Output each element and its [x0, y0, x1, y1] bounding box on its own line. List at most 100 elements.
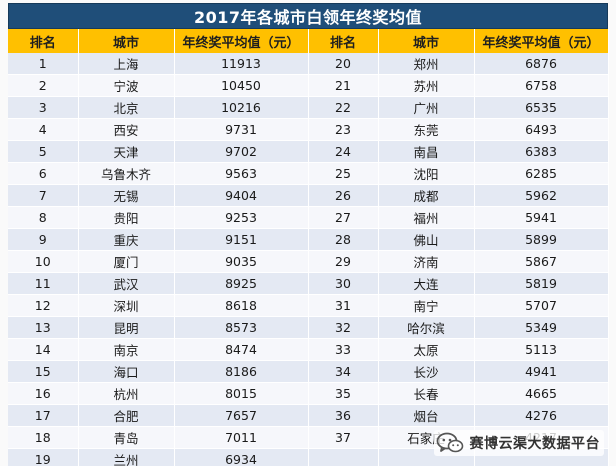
rank-cell: 8 [8, 206, 79, 229]
city-cell: 郑州 [378, 53, 475, 75]
value-cell: 8925 [174, 272, 309, 295]
watermark-text: 赛博云渠大数据平台 [469, 436, 600, 452]
rank-cell: 23 [308, 118, 379, 141]
value-cell: 8573 [174, 316, 309, 339]
city-cell: 武汉 [78, 272, 175, 295]
table-row: 13 昆明 8573 32 哈尔滨 5349 [8, 316, 609, 339]
city-cell: 上海 [78, 53, 175, 75]
value-cell: 9151 [174, 228, 309, 251]
value-cell: 5113 [474, 338, 609, 361]
value-cell: 9253 [174, 206, 309, 229]
rank-cell: 17 [8, 404, 79, 427]
header-value-right: 年终奖平均值（元） [474, 29, 609, 53]
city-cell: 成都 [378, 184, 475, 207]
header-rank-left: 排名 [8, 29, 79, 53]
value-cell: 6285 [474, 162, 609, 185]
city-cell: 福州 [378, 206, 475, 229]
header-rank-right: 排名 [308, 29, 379, 53]
city-cell: 哈尔滨 [378, 316, 475, 339]
value-cell: 8618 [174, 294, 309, 317]
value-cell: 6383 [474, 140, 609, 163]
value-cell: 9702 [174, 140, 309, 163]
rank-cell: 1 [8, 53, 79, 75]
rank-cell: 35 [308, 382, 379, 405]
value-cell: 9563 [174, 162, 309, 185]
value-cell: 9035 [174, 250, 309, 273]
rank-cell: 26 [308, 184, 379, 207]
city-cell: 海口 [78, 360, 175, 383]
value-cell: 6934 [174, 448, 309, 466]
rank-cell: 30 [308, 272, 379, 295]
city-cell: 烟台 [378, 404, 475, 427]
rank-cell: 21 [308, 74, 379, 97]
table-row: 7 无锡 9404 26 成都 5962 [8, 184, 609, 207]
value-cell: 5819 [474, 272, 609, 295]
rank-cell: 31 [308, 294, 379, 317]
value-cell: 5899 [474, 228, 609, 251]
wechat-watermark: 赛博云渠大数据平台 [433, 430, 604, 456]
city-cell: 苏州 [378, 74, 475, 97]
city-cell: 昆明 [78, 316, 175, 339]
city-cell: 南昌 [378, 140, 475, 163]
rank-cell: 18 [8, 426, 79, 449]
rank-cell: 10 [8, 250, 79, 273]
rank-cell: 2 [8, 74, 79, 97]
rank-cell: 24 [308, 140, 379, 163]
city-cell: 无锡 [78, 184, 175, 207]
city-cell: 青岛 [78, 426, 175, 449]
table-row: 5 天津 9702 24 南昌 6383 [8, 140, 609, 163]
value-cell: 8474 [174, 338, 309, 361]
city-cell: 长春 [378, 382, 475, 405]
value-cell: 11913 [174, 53, 309, 75]
value-cell: 4665 [474, 382, 609, 405]
table-header-row: 排名 城市 年终奖平均值（元） 排名 城市 年终奖平均值（元） [8, 29, 609, 53]
header-city-left: 城市 [78, 29, 175, 53]
rank-cell: 16 [8, 382, 79, 405]
table-row: 10 厦门 9035 29 济南 5867 [8, 250, 609, 273]
table-row: 15 海口 8186 34 长沙 4941 [8, 360, 609, 383]
bonus-table: 排名 城市 年终奖平均值（元） 排名 城市 年终奖平均值（元） 1 上海 11913… [8, 29, 609, 466]
header-value-left: 年终奖平均值（元） [174, 29, 309, 53]
rank-cell: 33 [308, 338, 379, 361]
table-row: 4 西安 9731 23 东莞 6493 [8, 118, 609, 141]
city-cell: 西安 [78, 118, 175, 141]
table-row: 1 上海 11913 20 郑州 6876 [8, 53, 609, 75]
value-cell: 6535 [474, 96, 609, 119]
rank-cell: 11 [8, 272, 79, 295]
table-row: 8 贵阳 9253 27 福州 5941 [8, 206, 609, 229]
value-cell: 5962 [474, 184, 609, 207]
value-cell: 7011 [174, 426, 309, 449]
value-cell: 10216 [174, 96, 309, 119]
rank-cell: 27 [308, 206, 379, 229]
value-cell: 10450 [174, 74, 309, 97]
city-cell: 南宁 [378, 294, 475, 317]
city-cell: 太原 [378, 338, 475, 361]
value-cell: 5707 [474, 294, 609, 317]
city-cell: 东莞 [378, 118, 475, 141]
table-body: 1 上海 11913 20 郑州 6876 2 宁波 10450 21 苏州 6758 3 北京 10216… [8, 53, 609, 466]
city-cell: 沈阳 [378, 162, 475, 185]
value-cell: 8186 [174, 360, 309, 383]
rank-cell: 37 [308, 426, 379, 449]
table-row: 6 乌鲁木齐 9563 25 沈阳 6285 [8, 162, 609, 185]
table-row: 14 南京 8474 33 太原 5113 [8, 338, 609, 361]
value-cell: 5941 [474, 206, 609, 229]
city-cell: 宁波 [78, 74, 175, 97]
table-row: 17 合肥 7657 36 烟台 4276 [8, 404, 609, 427]
rank-cell: 19 [8, 448, 79, 466]
rank-cell: 4 [8, 118, 79, 141]
city-cell: 南京 [78, 338, 175, 361]
table-title-bar: 2017年各城市白领年终奖均值 [8, 3, 608, 29]
value-cell: 4276 [474, 404, 609, 427]
rank-cell: 20 [308, 53, 379, 75]
rank-cell [308, 448, 379, 466]
table-row: 2 宁波 10450 21 苏州 6758 [8, 74, 609, 97]
value-cell: 8015 [174, 382, 309, 405]
city-cell: 北京 [78, 96, 175, 119]
city-cell: 厦门 [78, 250, 175, 273]
table-row: 3 北京 10216 22 广州 6535 [8, 96, 609, 119]
rank-cell: 7 [8, 184, 79, 207]
table-row: 9 重庆 9151 28 佛山 5899 [8, 228, 609, 251]
rank-cell: 6 [8, 162, 79, 185]
